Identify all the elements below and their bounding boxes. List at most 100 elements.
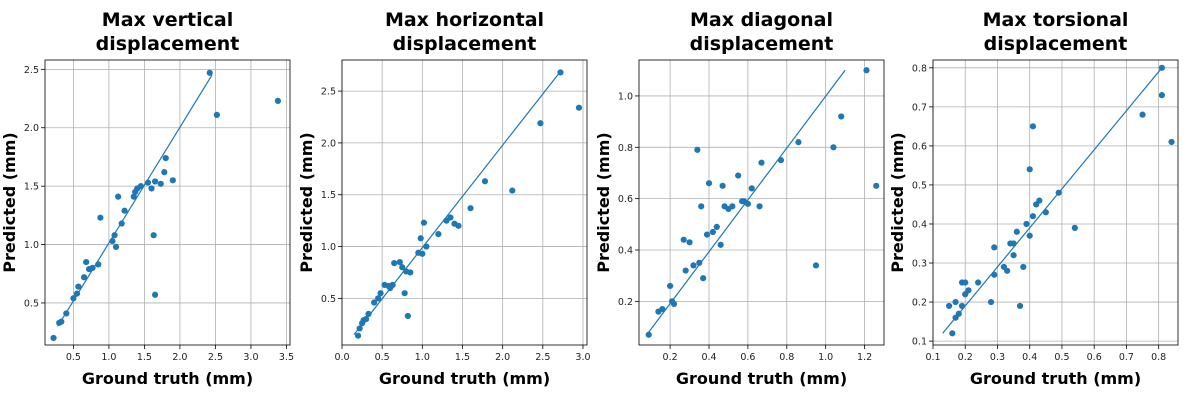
x-axis-label: Ground truth (mm)	[676, 369, 847, 388]
chart-title-line: Max horizontal	[385, 9, 544, 31]
data-point	[417, 235, 424, 242]
data-point	[75, 283, 82, 290]
data-point	[455, 222, 462, 229]
data-point	[407, 269, 414, 276]
x-tick-label: 0.6	[740, 352, 755, 363]
x-tick-label: 0.5	[1054, 352, 1069, 363]
data-point	[1016, 302, 1024, 310]
data-point	[274, 97, 282, 104]
data-point	[70, 295, 77, 302]
data-point	[169, 177, 176, 184]
data-point	[396, 258, 403, 266]
x-tick-label: 1.2	[857, 352, 872, 363]
data-point	[137, 183, 144, 190]
data-point	[404, 312, 411, 320]
axes-frame	[341, 59, 588, 346]
data-point	[537, 120, 544, 127]
x-tick-label: 0.4	[701, 352, 716, 363]
y-tick-label: 0.2	[618, 297, 633, 308]
data-point	[447, 214, 454, 221]
y-tick-label: 0.2	[912, 298, 927, 309]
chart-title-line: displacement	[690, 33, 834, 55]
data-point	[1010, 240, 1017, 247]
y-tick-label: 0.7	[912, 102, 927, 113]
x-axis-label: Ground truth (mm)	[379, 369, 550, 388]
y-tick-label: 0.4	[912, 219, 927, 230]
data-point	[1036, 197, 1043, 204]
data-point	[700, 275, 707, 282]
data-point	[705, 180, 713, 187]
data-point	[680, 236, 687, 243]
data-point	[150, 232, 157, 239]
data-point	[377, 290, 384, 297]
data-point	[97, 214, 104, 221]
data-point	[58, 318, 65, 325]
data-point	[667, 282, 674, 290]
data-point	[371, 299, 378, 306]
axes-frame	[44, 59, 291, 346]
data-point	[83, 258, 90, 266]
data-point	[1158, 64, 1165, 71]
x-tick-label: 0.6	[1087, 352, 1102, 363]
fit-line	[57, 74, 213, 327]
x-tick-label: 0.7	[1119, 352, 1134, 363]
data-point	[112, 243, 120, 250]
x-tick-label: 3.0	[243, 352, 258, 363]
data-point	[659, 305, 666, 313]
data-point	[121, 207, 128, 214]
axes-frame	[638, 59, 885, 346]
chart-title-line: displacement	[96, 33, 240, 55]
data-point	[670, 300, 678, 308]
y-tick-label: 1.0	[24, 240, 39, 251]
x-tick-label: 2.5	[208, 352, 223, 363]
data-point	[111, 232, 118, 239]
chart-panel-4: 0.1 0.2 0.3 0.4 0.5 0.6 0.7 0.8 0.1 0.2 0.3 0.4 0.5 0…	[888, 9, 1179, 388]
data-point	[975, 279, 982, 286]
data-point	[863, 67, 870, 74]
y-tick-label: 0.4	[618, 246, 633, 257]
x-tick-label: 1.0	[415, 352, 430, 363]
y-tick-label: 1.0	[321, 242, 336, 253]
data-point	[713, 223, 720, 230]
y-tick-label: 0.6	[618, 194, 633, 205]
data-point	[1042, 209, 1049, 216]
data-point	[748, 185, 755, 192]
data-point	[1168, 138, 1175, 146]
data-point	[838, 113, 845, 120]
data-point	[399, 264, 406, 271]
data-point	[391, 260, 398, 267]
data-point	[420, 219, 428, 226]
data-point	[873, 182, 880, 189]
data-point	[1026, 166, 1033, 173]
data-point	[356, 325, 363, 332]
data-point	[1029, 213, 1037, 220]
data-point	[401, 290, 408, 297]
fit-line	[353, 73, 560, 336]
data-point	[690, 262, 697, 269]
data-point	[958, 302, 966, 310]
y-tick-label: 0.3	[912, 259, 927, 270]
data-point	[162, 155, 169, 162]
data-point	[703, 231, 711, 238]
y-tick-label: 0.1	[912, 337, 927, 348]
data-point	[435, 231, 442, 238]
y-tick-label: 2.5	[321, 87, 336, 98]
x-tick-label: 1.5	[137, 352, 152, 363]
data-point	[130, 193, 137, 200]
x-tick-label: 0.0	[334, 352, 349, 363]
data-point	[756, 203, 763, 210]
data-point	[949, 330, 956, 337]
data-point	[952, 298, 959, 306]
data-point	[758, 159, 765, 166]
data-point	[744, 200, 751, 207]
x-tick-label: 1.0	[818, 352, 833, 363]
data-point	[389, 281, 396, 288]
x-tick-label: 0.8	[1151, 352, 1166, 363]
chart-panel-3: 0.2 0.4 0.6 0.8 1.0 1.2 0.2 0.4 0.6 0.8 1.0 Max dia…	[594, 9, 885, 388]
y-tick-label: 2.5	[24, 65, 39, 76]
data-point	[1023, 220, 1030, 228]
data-point	[1004, 267, 1011, 274]
data-point	[717, 241, 724, 248]
x-tick-label: 1.0	[101, 352, 116, 363]
data-point	[206, 69, 213, 76]
